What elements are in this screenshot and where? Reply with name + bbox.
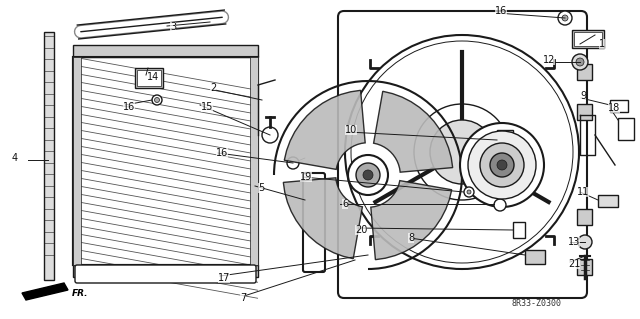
Circle shape: [262, 127, 278, 143]
Text: 16: 16: [216, 148, 228, 158]
Circle shape: [490, 153, 514, 177]
Bar: [137, 70, 161, 86]
Text: 12: 12: [543, 55, 556, 65]
Bar: [73, 57, 81, 265]
FancyArrowPatch shape: [81, 17, 222, 32]
Polygon shape: [284, 90, 365, 169]
Circle shape: [468, 131, 536, 199]
Circle shape: [494, 199, 506, 211]
Bar: [577, 209, 592, 225]
Circle shape: [467, 190, 471, 194]
Text: 1: 1: [599, 39, 605, 49]
Bar: [73, 57, 258, 265]
Bar: [497, 130, 513, 152]
Bar: [525, 250, 545, 264]
Polygon shape: [284, 178, 362, 259]
Circle shape: [414, 104, 510, 200]
Text: FR.: FR.: [72, 288, 88, 298]
Text: 14: 14: [147, 72, 159, 82]
Circle shape: [480, 143, 524, 187]
Text: 18: 18: [608, 103, 620, 113]
Text: 6: 6: [342, 199, 348, 209]
Bar: [73, 57, 258, 265]
FancyBboxPatch shape: [75, 265, 256, 283]
Text: 11: 11: [577, 187, 589, 197]
Text: 16: 16: [123, 102, 135, 112]
Text: 13: 13: [568, 237, 580, 247]
Bar: [513, 222, 525, 238]
Circle shape: [430, 120, 494, 184]
Text: 17: 17: [218, 273, 230, 283]
Circle shape: [497, 160, 507, 170]
Circle shape: [578, 235, 592, 249]
Circle shape: [562, 15, 568, 21]
Circle shape: [464, 187, 474, 197]
Circle shape: [152, 95, 162, 105]
FancyBboxPatch shape: [303, 173, 325, 272]
Circle shape: [356, 163, 380, 187]
Bar: [574, 32, 602, 46]
Circle shape: [558, 11, 572, 25]
Circle shape: [287, 157, 299, 169]
Text: 21: 21: [568, 259, 580, 269]
Bar: [577, 259, 592, 275]
Circle shape: [363, 170, 373, 180]
Text: 19: 19: [300, 172, 312, 182]
Text: 8R33-Z0300: 8R33-Z0300: [512, 299, 562, 308]
Circle shape: [154, 98, 159, 102]
Bar: [250, 57, 258, 265]
Bar: [618, 118, 634, 140]
FancyArrowPatch shape: [81, 17, 222, 32]
Bar: [577, 104, 592, 120]
Circle shape: [572, 54, 588, 70]
Text: 2: 2: [210, 83, 216, 93]
Text: 5: 5: [258, 183, 264, 193]
Text: 15: 15: [201, 102, 213, 112]
Polygon shape: [371, 181, 452, 260]
Text: 16: 16: [495, 6, 508, 16]
Text: 3: 3: [170, 22, 176, 32]
Bar: [572, 30, 604, 48]
Bar: [73, 45, 258, 57]
Bar: [44, 32, 54, 280]
FancyArrowPatch shape: [81, 17, 222, 32]
Circle shape: [576, 58, 584, 66]
Text: 20: 20: [355, 225, 367, 235]
Bar: [610, 100, 628, 112]
Bar: [598, 195, 618, 207]
Bar: [577, 64, 592, 80]
Circle shape: [348, 155, 388, 195]
Polygon shape: [22, 283, 68, 300]
Text: 9: 9: [580, 91, 586, 101]
Text: 10: 10: [345, 125, 357, 135]
Polygon shape: [374, 91, 452, 172]
Bar: [73, 265, 258, 277]
Bar: [135, 68, 163, 88]
Text: 8: 8: [408, 233, 414, 243]
Circle shape: [460, 123, 544, 207]
Text: 7: 7: [240, 293, 246, 303]
Text: 4: 4: [12, 153, 18, 163]
